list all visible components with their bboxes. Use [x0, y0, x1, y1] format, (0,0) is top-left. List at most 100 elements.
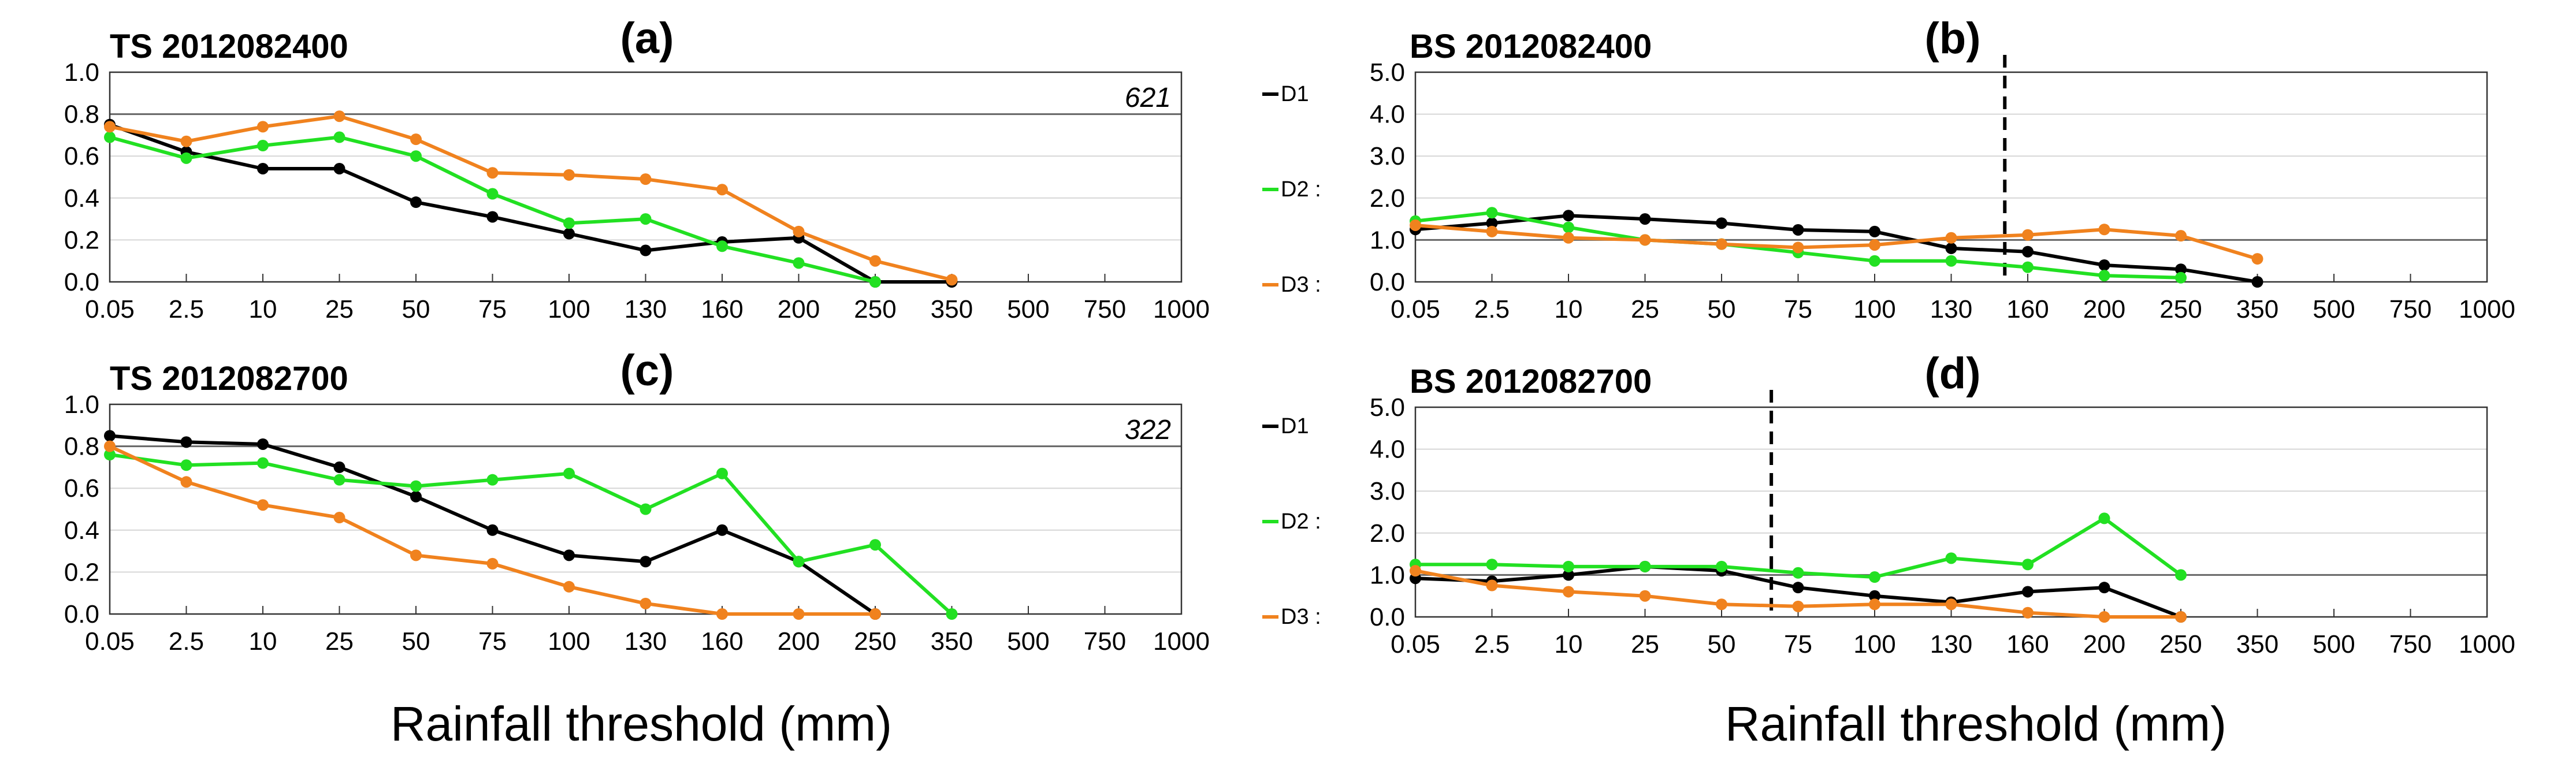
x-tick-label: 130 — [1930, 295, 1972, 323]
data-point-d2 — [869, 276, 881, 288]
data-point-d2 — [1486, 559, 1498, 571]
data-point-d2 — [1563, 221, 1574, 233]
data-point-d3 — [1792, 241, 1804, 254]
panel-title: BS 2012082700 — [1410, 363, 1652, 400]
series-line-d1 — [1415, 214, 2258, 284]
data-point-d1 — [2251, 276, 2263, 288]
data-point-d1 — [1945, 242, 1957, 254]
data-point-d3 — [1792, 600, 1804, 612]
panels-layer: 0.0 0.2 0.4 0.6 0.8 1.0 0.05 2.5 10 25 50 75 100 130 1… — [64, 14, 2515, 658]
x-tick-label: 750 — [1084, 295, 1126, 323]
legend-label: D2 : — [1281, 509, 1321, 534]
y-tick-label: 2.0 — [1370, 519, 1405, 548]
x-tick-label: 50 — [402, 627, 430, 656]
data-point-d3 — [1716, 238, 1727, 250]
data-point-d2 — [486, 474, 499, 486]
data-point-d2 — [563, 467, 575, 479]
data-point-d1 — [1486, 217, 1498, 229]
data-point-d3 — [793, 608, 805, 620]
data-point-d1 — [1792, 224, 1804, 236]
data-point-d3 — [2022, 607, 2034, 619]
x-axis-label-right: Rainfall threshold (mm) — [1725, 697, 2226, 751]
x-tick-label: 25 — [325, 627, 354, 656]
x-tick-label: 350 — [931, 295, 973, 323]
data-point-d3 — [1639, 234, 1651, 246]
data-point-d2 — [2022, 559, 2034, 571]
data-point-d3 — [2251, 253, 2263, 265]
x-axis-label-left: Rainfall threshold (mm) — [391, 697, 892, 751]
x-tick-label: 0.05 — [1391, 630, 1440, 658]
data-point-d3 — [869, 608, 881, 620]
data-point-d3 — [1563, 586, 1574, 598]
series-line-d3 — [1415, 224, 2258, 261]
data-point-d2 — [333, 131, 345, 143]
data-point-d3 — [257, 499, 269, 511]
panel-title: BS 2012082400 — [1410, 28, 1652, 65]
x-tick-label: 10 — [1555, 630, 1583, 658]
x-tick-label: 130 — [625, 627, 667, 656]
x-tick-label: 350 — [2236, 295, 2278, 323]
x-tick-label: 160 — [2006, 295, 2049, 323]
data-point-d2 — [1869, 571, 1880, 583]
data-point-d3 — [563, 581, 575, 593]
x-tick-label: 200 — [778, 627, 820, 656]
x-tick-label: 0.05 — [85, 295, 135, 323]
data-point-d3 — [946, 274, 958, 286]
data-point-d2 — [640, 213, 652, 225]
x-tick-label: 500 — [1007, 295, 1049, 323]
x-tick-label: 160 — [2006, 630, 2049, 658]
data-point-d3 — [1410, 219, 1421, 231]
data-point-d3 — [869, 255, 881, 267]
y-tick-label: 5.0 — [1370, 393, 1405, 422]
y-tick-label: 0.6 — [64, 142, 99, 170]
data-point-d1 — [2098, 582, 2110, 594]
y-tick-label: 5.0 — [1370, 58, 1405, 87]
x-tick-label: 200 — [2083, 630, 2125, 658]
data-point-d1 — [257, 162, 269, 174]
data-point-d1 — [1869, 590, 1880, 602]
data-point-d1 — [180, 436, 192, 448]
x-tick-label: 2.5 — [169, 627, 204, 656]
data-point-d3 — [1869, 239, 1880, 251]
y-tick-label: 4.0 — [1370, 436, 1405, 464]
data-point-d3 — [1639, 590, 1651, 602]
data-point-d2 — [257, 140, 269, 152]
y-tick-label: 3.0 — [1370, 477, 1405, 505]
y-tick-label: 0.6 — [64, 474, 99, 503]
data-point-d1 — [104, 430, 116, 442]
y-tick-label: 0.0 — [64, 268, 99, 296]
data-point-d2 — [104, 131, 116, 143]
data-point-d3 — [2022, 229, 2034, 241]
y-tick-label: 4.0 — [1370, 101, 1405, 129]
x-tick-label: 350 — [931, 627, 973, 656]
legend-label: D1 — [1281, 414, 1309, 438]
data-point-d3 — [2098, 224, 2110, 236]
sample-count: 621 — [1125, 83, 1171, 113]
data-point-d1 — [1563, 210, 1574, 222]
panel-b: 0.0 1.0 2.0 3.0 4.0 5.0 0.05 2.5 10 25 50 75 100 130 1… — [1370, 14, 2515, 323]
panel-a: 0.0 0.2 0.4 0.6 0.8 1.0 0.05 2.5 10 25 50 75 100 130 1… — [64, 14, 1321, 323]
data-point-d1 — [410, 196, 422, 209]
data-point-d3 — [640, 173, 652, 185]
data-point-d3 — [104, 121, 116, 133]
data-point-d3 — [1486, 579, 1498, 591]
panel-title: TS 2012082400 — [110, 28, 348, 65]
panel-letter: (a) — [620, 14, 674, 63]
data-point-d2 — [2098, 512, 2110, 524]
data-point-d1 — [333, 461, 345, 473]
data-point-d1 — [1563, 569, 1574, 581]
data-point-d2 — [2098, 270, 2110, 282]
data-point-d3 — [1869, 598, 1880, 611]
data-point-d2 — [410, 480, 422, 492]
data-point-d2 — [2175, 271, 2187, 284]
data-point-d2 — [1945, 552, 1957, 564]
x-tick-label: 10 — [249, 295, 277, 323]
data-point-d3 — [1945, 232, 1957, 244]
data-point-d3 — [716, 608, 728, 620]
data-point-d1 — [1639, 213, 1651, 225]
x-tick-label: 75 — [478, 295, 507, 323]
data-point-d3 — [2175, 611, 2187, 623]
series-line-d3 — [109, 114, 953, 282]
x-tick-label: 1000 — [2459, 630, 2515, 658]
data-point-d1 — [486, 211, 499, 223]
